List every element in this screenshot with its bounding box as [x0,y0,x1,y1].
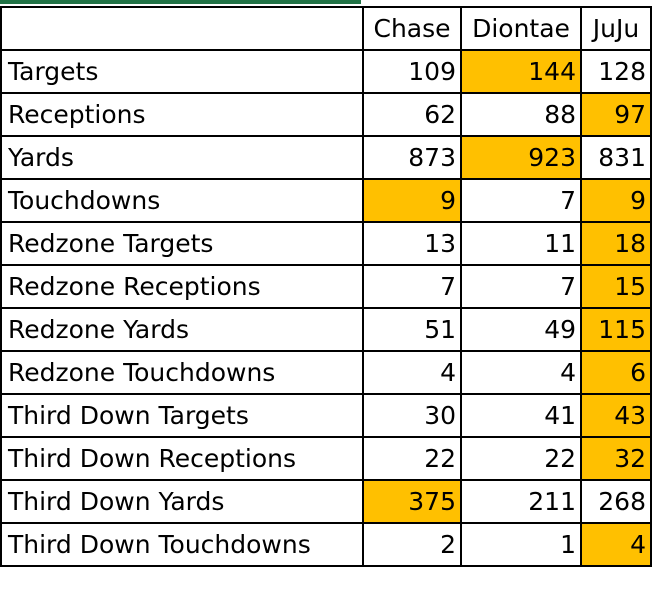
value-cell[interactable]: 22 [362,436,462,481]
table-row: Redzone Yards 51 49 115 [0,307,652,352]
column-header-juju[interactable]: JuJu [580,6,652,51]
table-row: Third Down Targets 30 41 43 [0,393,652,438]
row-label-cell[interactable]: Targets [0,49,364,94]
corner-cell[interactable] [0,6,364,51]
value-cell[interactable]: 831 [580,135,652,180]
value-cell[interactable]: 7 [460,264,582,309]
row-label-cell[interactable]: Redzone Touchdowns [0,350,364,395]
value-cell[interactable]: 62 [362,92,462,137]
row-label-cell[interactable]: Redzone Receptions [0,264,364,309]
table-row: Yards 873 923 831 [0,135,652,180]
value-cell[interactable]: 4 [460,350,582,395]
value-cell[interactable]: 115 [580,307,652,352]
value-cell[interactable]: 30 [362,393,462,438]
value-cell[interactable]: 97 [580,92,652,137]
value-cell[interactable]: 51 [362,307,462,352]
table-row: Third Down Touchdowns 2 1 4 [0,522,652,567]
table-row: Third Down Yards 375 211 268 [0,479,652,524]
selection-accent-bar [0,0,361,4]
row-label-cell[interactable]: Third Down Touchdowns [0,522,364,567]
value-cell[interactable]: 268 [580,479,652,524]
table-row: Receptions 62 88 97 [0,92,652,137]
table-row: Third Down Receptions 22 22 32 [0,436,652,481]
row-label-cell[interactable]: Yards [0,135,364,180]
value-cell[interactable]: 22 [460,436,582,481]
value-cell[interactable]: 11 [460,221,582,266]
value-cell[interactable]: 18 [580,221,652,266]
value-cell[interactable]: 144 [460,49,582,94]
row-label-cell[interactable]: Third Down Targets [0,393,364,438]
value-cell[interactable]: 41 [460,393,582,438]
value-cell[interactable]: 32 [580,436,652,481]
value-cell[interactable]: 7 [460,178,582,223]
table-row: Redzone Targets 13 11 18 [0,221,652,266]
value-cell[interactable]: 4 [362,350,462,395]
table-row: Touchdowns 9 7 9 [0,178,652,223]
value-cell[interactable]: 9 [362,178,462,223]
value-cell[interactable]: 375 [362,479,462,524]
table-row: Targets 109 144 128 [0,49,652,94]
row-label-cell[interactable]: Third Down Yards [0,479,364,524]
value-cell[interactable]: 7 [362,264,462,309]
value-cell[interactable]: 923 [460,135,582,180]
row-label-cell[interactable]: Third Down Receptions [0,436,364,481]
value-cell[interactable]: 43 [580,393,652,438]
value-cell[interactable]: 109 [362,49,462,94]
value-cell[interactable]: 9 [580,178,652,223]
value-cell[interactable]: 13 [362,221,462,266]
value-cell[interactable]: 128 [580,49,652,94]
row-label-cell[interactable]: Receptions [0,92,364,137]
column-header-diontae[interactable]: Diontae [460,6,582,51]
value-cell[interactable]: 2 [362,522,462,567]
table-row: Redzone Touchdowns 4 4 6 [0,350,652,395]
header-row: Chase Diontae JuJu [0,6,652,51]
stats-table: Chase Diontae JuJu Targets 109 144 128 Recep… [0,6,652,567]
value-cell[interactable]: 873 [362,135,462,180]
row-label-cell[interactable]: Redzone Targets [0,221,364,266]
value-cell[interactable]: 49 [460,307,582,352]
row-label-cell[interactable]: Touchdowns [0,178,364,223]
value-cell[interactable]: 211 [460,479,582,524]
column-header-chase[interactable]: Chase [362,6,462,51]
table-row: Redzone Receptions 7 7 15 [0,264,652,309]
value-cell[interactable]: 88 [460,92,582,137]
value-cell[interactable]: 15 [580,264,652,309]
value-cell[interactable]: 4 [580,522,652,567]
value-cell[interactable]: 6 [580,350,652,395]
row-label-cell[interactable]: Redzone Yards [0,307,364,352]
value-cell[interactable]: 1 [460,522,582,567]
